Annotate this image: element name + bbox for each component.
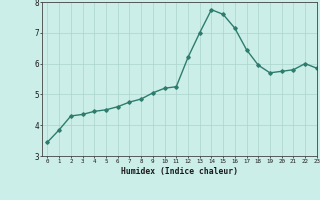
X-axis label: Humidex (Indice chaleur): Humidex (Indice chaleur) <box>121 167 238 176</box>
